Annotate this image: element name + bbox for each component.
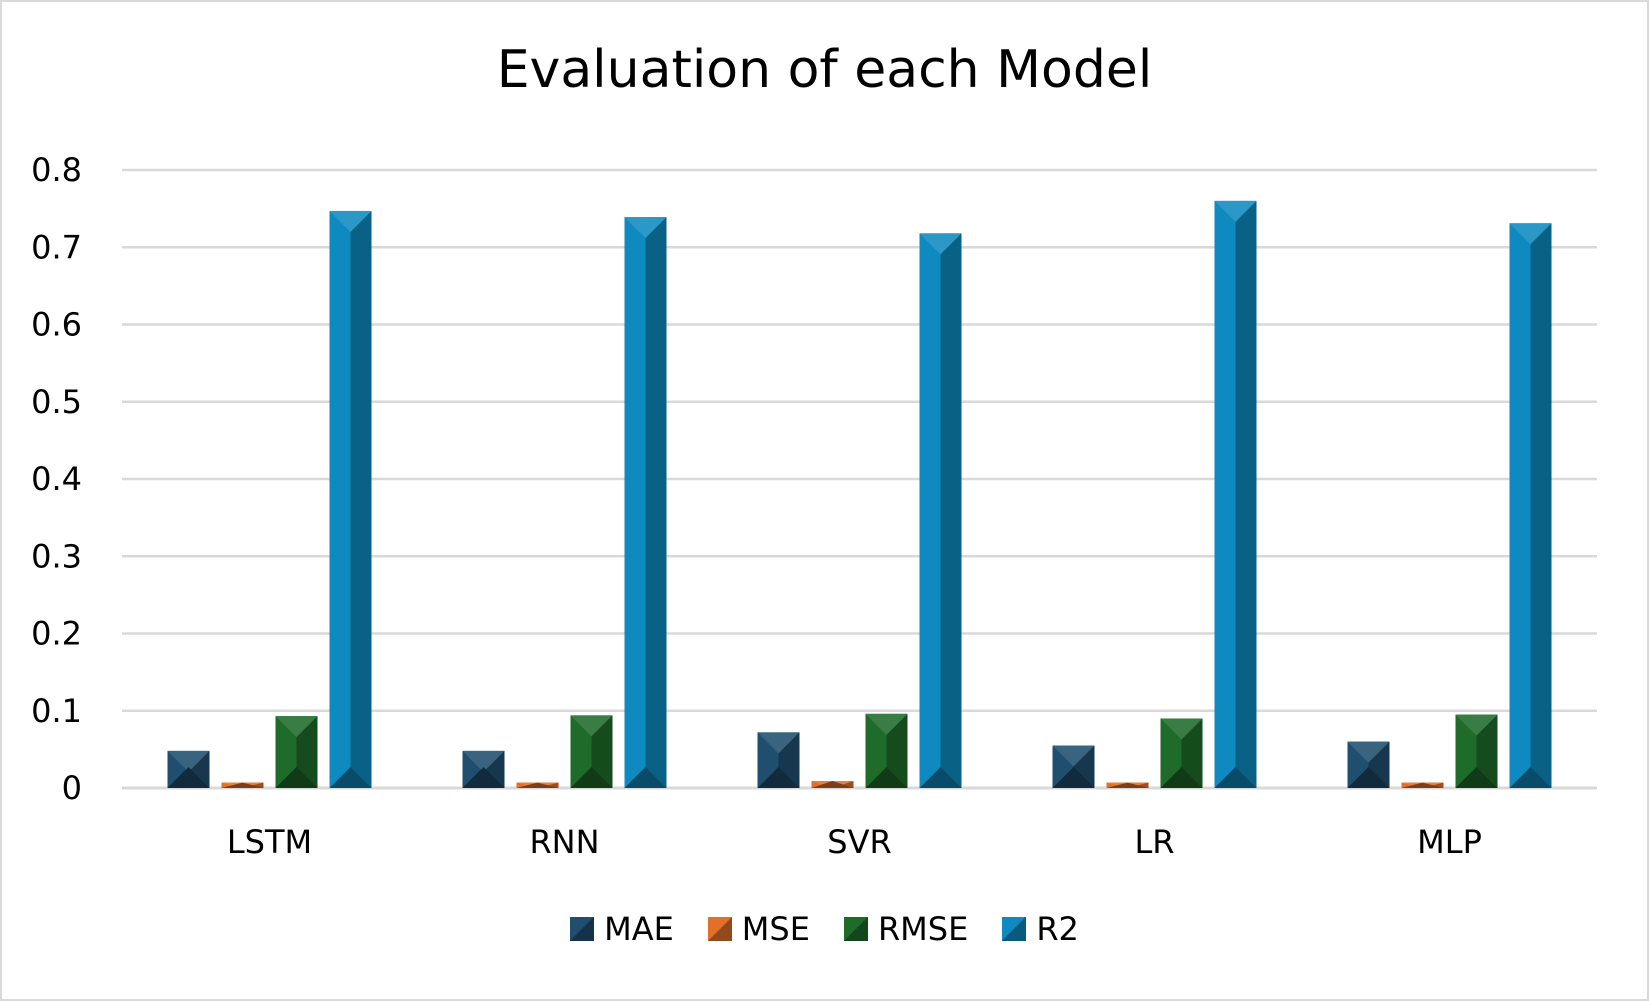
y-tick-label: 0.6 <box>31 306 82 344</box>
bar-r2-lstm <box>330 211 372 788</box>
bar-r2-svr <box>920 233 962 788</box>
y-tick-label: 0 <box>62 769 82 807</box>
legend-item-mse: MSE <box>708 910 810 948</box>
bar-face-right <box>646 217 667 788</box>
bar-mae-mlp <box>1348 742 1390 788</box>
bar-rmse-lr <box>1161 718 1203 788</box>
legend-swatch <box>570 917 594 941</box>
bar-face-left <box>1215 201 1236 788</box>
bar-mse-lstm <box>222 783 264 788</box>
bar-face-right <box>1531 223 1552 788</box>
bar-rmse-lstm <box>276 716 318 788</box>
chart-legend: MAE MSE RMSE R2 <box>0 910 1649 948</box>
bar-mae-lr <box>1053 746 1095 788</box>
legend-swatch <box>1002 917 1026 941</box>
bar-r2-rnn <box>625 217 667 788</box>
bar-face-left <box>330 211 351 788</box>
bar-mae-rnn <box>463 751 505 788</box>
y-tick-label: 0.2 <box>31 615 82 653</box>
legend-label: MSE <box>742 910 810 948</box>
bar-mse-svr <box>812 781 854 788</box>
y-tick-label: 0.5 <box>31 383 82 421</box>
bar-rmse-mlp <box>1456 715 1498 788</box>
y-tick-label: 0.4 <box>31 460 82 498</box>
x-category-label: RNN <box>529 823 599 861</box>
legend-label: RMSE <box>878 910 968 948</box>
legend-item-mae: MAE <box>570 910 674 948</box>
bar-mse-lr <box>1107 783 1149 788</box>
bar-face-left <box>1510 223 1531 788</box>
legend-item-r2: R2 <box>1002 910 1079 948</box>
y-tick-label: 0.1 <box>31 692 82 730</box>
bar-r2-mlp <box>1510 223 1552 788</box>
legend-item-rmse: RMSE <box>844 910 968 948</box>
bar-mse-mlp <box>1402 783 1444 788</box>
x-category-label: LR <box>1134 823 1174 861</box>
bar-face-right <box>351 211 372 788</box>
legend-label: R2 <box>1036 910 1079 948</box>
y-tick-label: 0.8 <box>31 151 82 189</box>
bar-mae-svr <box>758 732 800 788</box>
y-tick-label: 0.7 <box>31 228 82 266</box>
x-category-label: SVR <box>827 823 891 861</box>
x-category-label: LSTM <box>227 823 312 861</box>
bar-face-right <box>941 233 962 788</box>
bar-mae-lstm <box>168 751 210 788</box>
bar-rmse-svr <box>866 714 908 788</box>
bar-r2-lr <box>1215 201 1257 788</box>
bar-face-right <box>1236 201 1257 788</box>
bar-mse-rnn <box>517 783 559 788</box>
legend-swatch <box>708 917 732 941</box>
bar-face-left <box>625 217 646 788</box>
x-category-label: MLP <box>1417 823 1482 861</box>
y-tick-label: 0.3 <box>31 537 82 575</box>
legend-label: MAE <box>604 910 674 948</box>
bar-rmse-rnn <box>571 715 613 788</box>
legend-swatch <box>844 917 868 941</box>
bar-face-left <box>920 233 941 788</box>
